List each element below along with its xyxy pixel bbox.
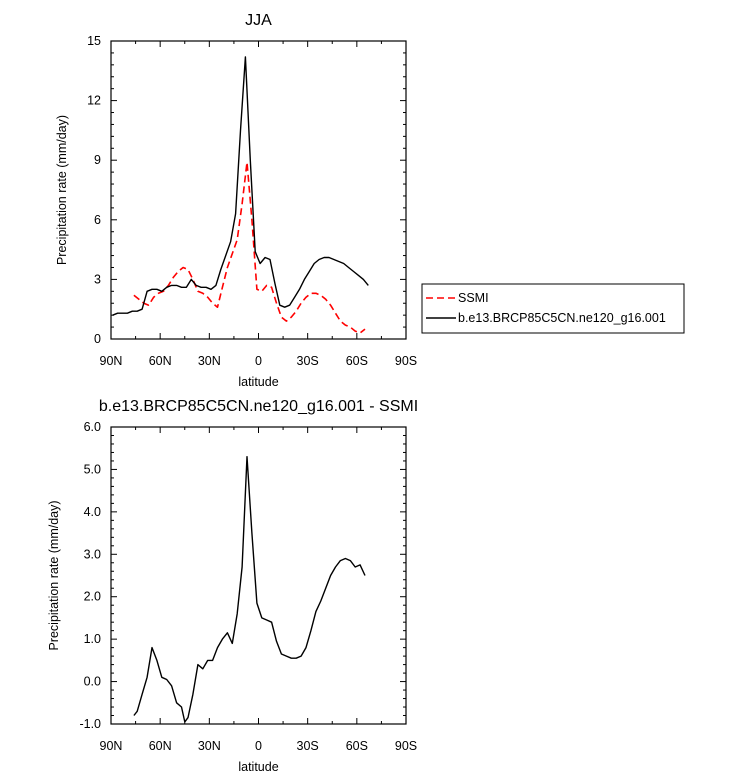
chart2-x-tick-label: 60S (346, 739, 368, 753)
chart2-x-tick-label: 30S (297, 739, 319, 753)
chart1-y-tick-label: 0 (94, 332, 101, 346)
chart2-y-tick-label: 2.0 (84, 590, 101, 604)
chart1-title: JJA (245, 12, 272, 29)
chart1-y-tick-label: 3 (94, 272, 101, 286)
chart1-y-tick-label: 6 (94, 213, 101, 227)
chart2-x-tick-label: 60N (149, 739, 172, 753)
chart1-y-tick-label: 12 (87, 94, 101, 108)
chart2-title: b.e13.BRCP85C5CN.ne120_g16.001 - SSMI (99, 398, 418, 415)
chart1-legend-label: SSMI (458, 291, 489, 305)
chart1-x-tick-label: 0 (255, 354, 262, 368)
chart1-legend-box (421, 283, 685, 334)
chart1-x-tick-label: 30N (198, 354, 221, 368)
chart2-y-tick-label: 4.0 (84, 505, 101, 519)
chart1-x-tick-label: 30S (297, 354, 319, 368)
chart1-x-tick-label: 90S (395, 354, 417, 368)
chart2-y-tick-label: 0.0 (84, 675, 101, 689)
chart2-y-axis-label: Precipitation rate (mm/day) (47, 500, 61, 650)
chart2-x-axis-label: latitude (238, 760, 278, 774)
chart2-y-tick-label: 1.0 (84, 632, 101, 646)
chart2-y-tick-label: 6.0 (84, 420, 101, 434)
chart1-plot-frame (110, 40, 407, 340)
chart2-series-difference-line (133, 456, 366, 723)
chart1-y-tick-label: 9 (94, 153, 101, 167)
chart1-x-tick-label: 90N (100, 354, 123, 368)
chart1-series-ssmi-line (133, 161, 366, 334)
chart1-y-tick-label: 15 (87, 34, 101, 48)
chart1-x-tick-label: 60N (149, 354, 172, 368)
chart1-x-axis-label: latitude (238, 375, 278, 389)
chart1-series-b-e13-brcp85c5cn-ne120-g16-001-line (112, 56, 369, 316)
chart2-x-tick-label: 90N (100, 739, 123, 753)
chart2-x-tick-label: 0 (255, 739, 262, 753)
chart2-plot-frame (110, 426, 407, 725)
chart2-y-tick-label: -1.0 (79, 717, 101, 731)
chart2-x-tick-label: 90S (395, 739, 417, 753)
chart2-y-tick-label: 3.0 (84, 547, 101, 561)
chart1-legend-label: b.e13.BRCP85C5CN.ne120_g16.001 (458, 311, 666, 325)
chart2-y-tick-label: 5.0 (84, 462, 101, 476)
chart1-y-axis-label: Precipitation rate (mm/day) (55, 115, 69, 265)
chart1-x-tick-label: 60S (346, 354, 368, 368)
chart2-x-tick-label: 30N (198, 739, 221, 753)
